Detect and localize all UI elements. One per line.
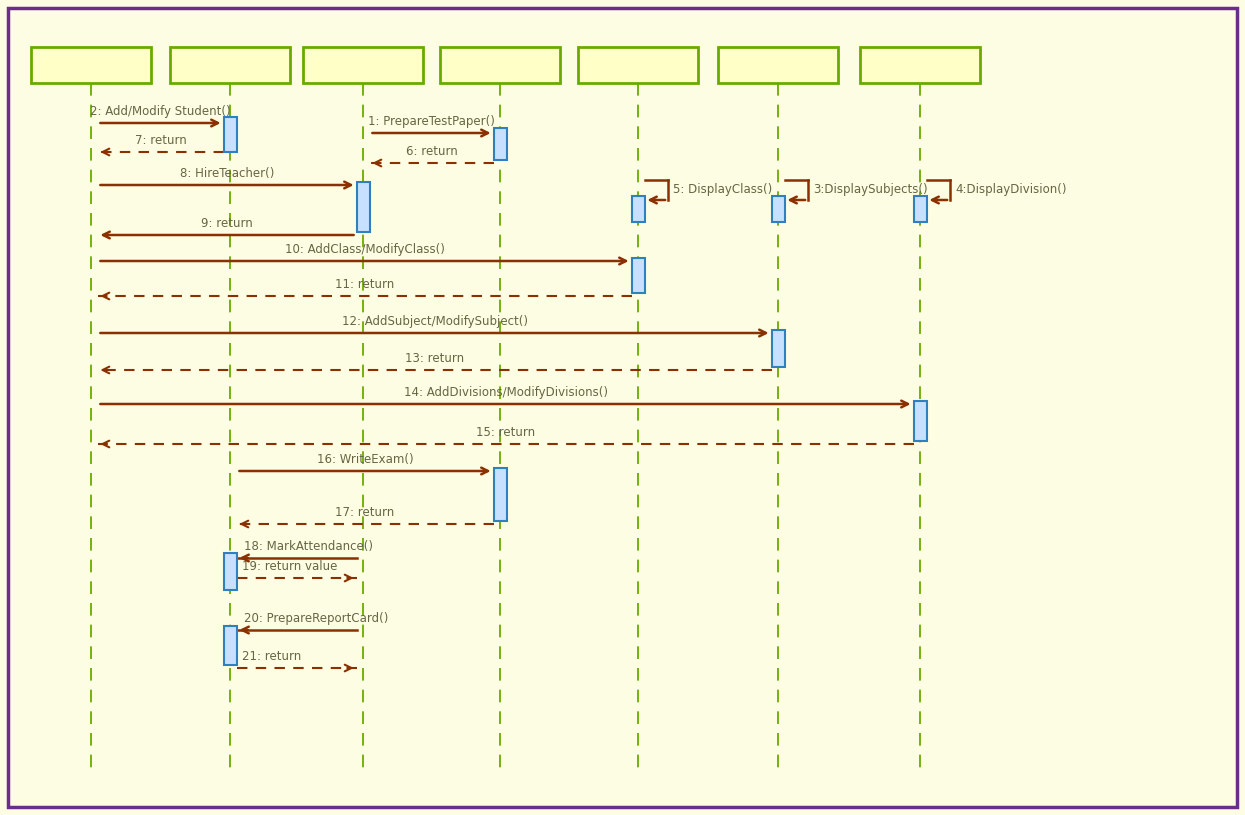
Text: 3:DisplaySubjects(): 3:DisplaySubjects() (813, 183, 928, 196)
Text: 11: return: 11: return (335, 278, 395, 291)
Bar (171, 47, 290, 83)
Text: 5: DisplayClass(): 5: DisplayClass() (674, 183, 772, 196)
Bar (772, 330, 784, 367)
Text: 13: return: 13: return (405, 352, 464, 365)
Bar (718, 47, 838, 83)
Bar (224, 117, 237, 152)
Text: 8: HireTeacher(): 8: HireTeacher() (179, 167, 274, 180)
Text: 19: return value: 19: return value (242, 560, 337, 573)
Text: 6: return: 6: return (406, 145, 457, 158)
Text: TestPaper: TestPaper (464, 58, 535, 73)
Text: 2: Add/Modify Student(): 2: Add/Modify Student() (90, 105, 230, 118)
Text: 9: return: 9: return (202, 217, 253, 230)
Text: 4:DisplayDivision(): 4:DisplayDivision() (955, 183, 1067, 196)
Bar (578, 47, 698, 83)
Bar (31, 47, 151, 83)
Text: Admin: Admin (67, 58, 115, 73)
Bar (631, 196, 645, 222)
Bar (493, 128, 507, 160)
Text: 18: MarkAttendance(): 18: MarkAttendance() (244, 540, 374, 553)
Bar (224, 553, 237, 590)
Bar (860, 47, 980, 83)
Bar (772, 196, 784, 222)
Bar (914, 401, 926, 441)
Bar (631, 258, 645, 293)
Text: Subject: Subject (751, 58, 806, 73)
Text: 7: return: 7: return (134, 134, 187, 147)
Bar (356, 182, 370, 232)
Text: 20: PrepareReportCard(): 20: PrepareReportCard() (244, 612, 388, 625)
Bar (439, 47, 560, 83)
Bar (493, 468, 507, 521)
Text: 17: return: 17: return (335, 506, 395, 519)
Text: 16: WriteExam(): 16: WriteExam() (316, 453, 413, 466)
Text: 10: AddClass/ModifyClass(): 10: AddClass/ModifyClass() (285, 243, 444, 256)
Text: 15: return: 15: return (476, 426, 535, 439)
Bar (224, 626, 237, 665)
Text: Teacher: Teacher (335, 58, 391, 73)
Text: 21: return: 21: return (242, 650, 301, 663)
Text: Student: Student (200, 58, 259, 73)
Text: Division: Division (891, 58, 949, 73)
Bar (303, 47, 423, 83)
Text: 1: PrepareTestPaper(): 1: PrepareTestPaper() (369, 115, 496, 128)
Text: 12: AddSubject/ModifySubject(): 12: AddSubject/ModifySubject() (341, 315, 528, 328)
Text: Class: Class (619, 58, 657, 73)
Bar (914, 196, 926, 222)
Text: 14: AddDivisions/ModifyDivisions(): 14: AddDivisions/ModifyDivisions() (403, 386, 608, 399)
